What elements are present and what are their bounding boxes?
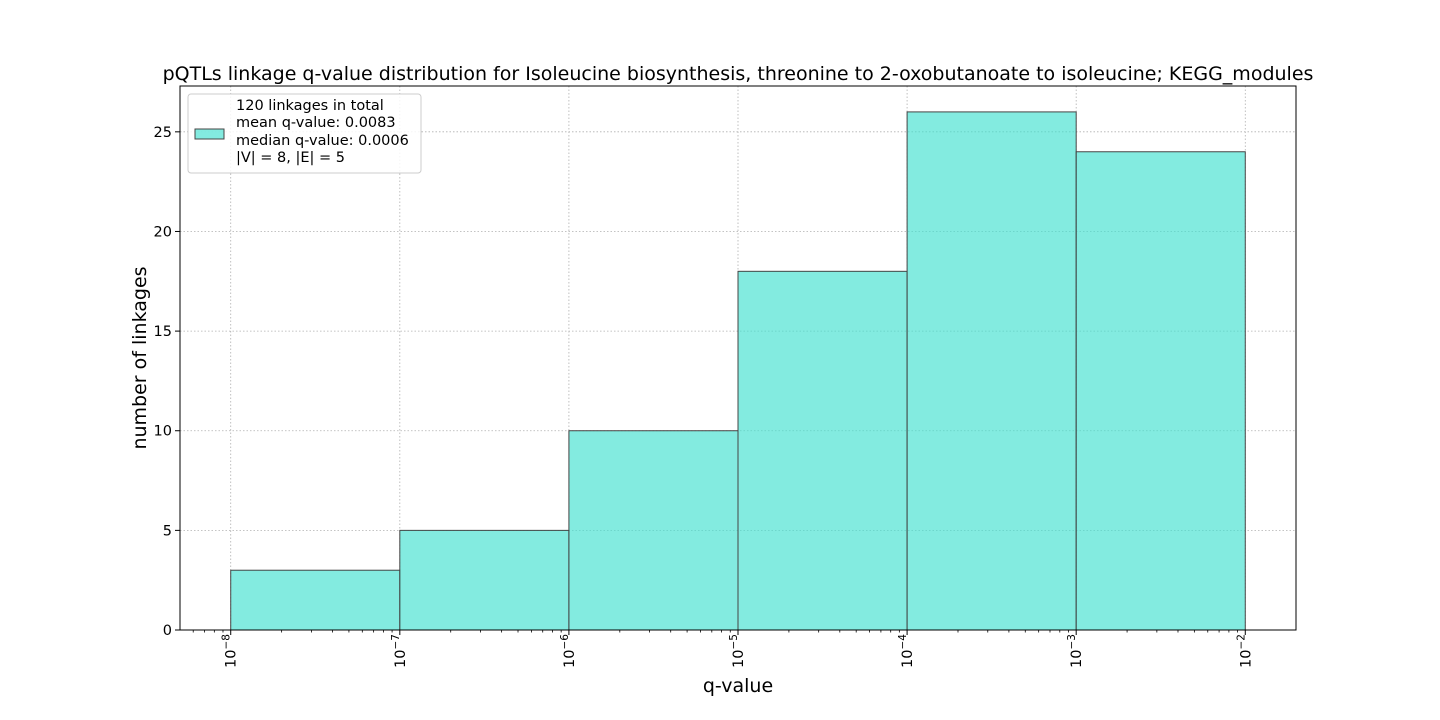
y-axis-label: number of linkages — [129, 266, 151, 449]
histogram-bar — [230, 569, 401, 631]
legend-box — [187, 93, 422, 174]
x-tick-base: 10 — [562, 650, 578, 668]
x-tick-label: 10−2 — [1235, 634, 1254, 668]
x-tick-power: −6 — [559, 634, 571, 650]
x-tick-base: 10 — [731, 650, 747, 668]
x-axis-label: q-value — [703, 675, 773, 697]
x-tick-label: 10−6 — [559, 634, 578, 668]
x-tick-power: −2 — [1235, 634, 1247, 649]
x-tick-label: 10−7 — [390, 634, 409, 668]
y-tick-label: 25 — [154, 125, 172, 141]
legend-swatch — [194, 128, 225, 140]
legend-line-graph: |V| = 8, |E| = 5 — [236, 150, 345, 166]
x-tick-label: 10−4 — [897, 634, 916, 668]
x-tick-power: −5 — [728, 634, 740, 649]
legend-line-median: median q-value: 0.0006 — [236, 133, 409, 149]
y-tick-label: 5 — [163, 523, 172, 539]
x-tick-power: −8 — [221, 634, 233, 649]
x-ticks: 10−810−710−610−510−410−310−2 — [192, 630, 1254, 668]
x-tick-label: 10−5 — [728, 634, 747, 668]
histogram-bar — [737, 270, 908, 631]
bars — [230, 111, 1246, 631]
x-tick-base: 10 — [1069, 650, 1085, 668]
y-tick-label: 10 — [154, 424, 172, 440]
legend-line-mean: mean q-value: 0.0083 — [236, 115, 396, 131]
x-tick-power: −7 — [390, 634, 402, 649]
x-tick-label: 10−8 — [221, 634, 240, 668]
histogram-bar — [399, 529, 570, 631]
x-tick-label: 10−3 — [1066, 634, 1085, 668]
x-tick-power: −3 — [1066, 634, 1078, 649]
y-tick-label: 20 — [154, 224, 172, 240]
x-tick-base: 10 — [393, 650, 409, 668]
y-ticks: 0 5 10 15 20 25 — [154, 125, 180, 639]
y-tick-label: 0 — [163, 623, 172, 639]
x-tick-base: 10 — [900, 650, 916, 668]
legend: 120 linkages in total mean q-value: 0.00… — [187, 93, 422, 174]
x-tick-base: 10 — [224, 650, 240, 668]
x-tick-base: 10 — [1238, 650, 1254, 668]
y-tick-label: 15 — [154, 324, 172, 340]
histogram-bar — [906, 111, 1077, 631]
chart-title: pQTLs linkage q-value distribution for I… — [163, 63, 1314, 85]
histogram-bar — [568, 430, 739, 631]
histogram-bar — [1075, 151, 1246, 631]
x-tick-power: −4 — [897, 634, 909, 650]
legend-line-total: 120 linkages in total — [236, 98, 384, 114]
